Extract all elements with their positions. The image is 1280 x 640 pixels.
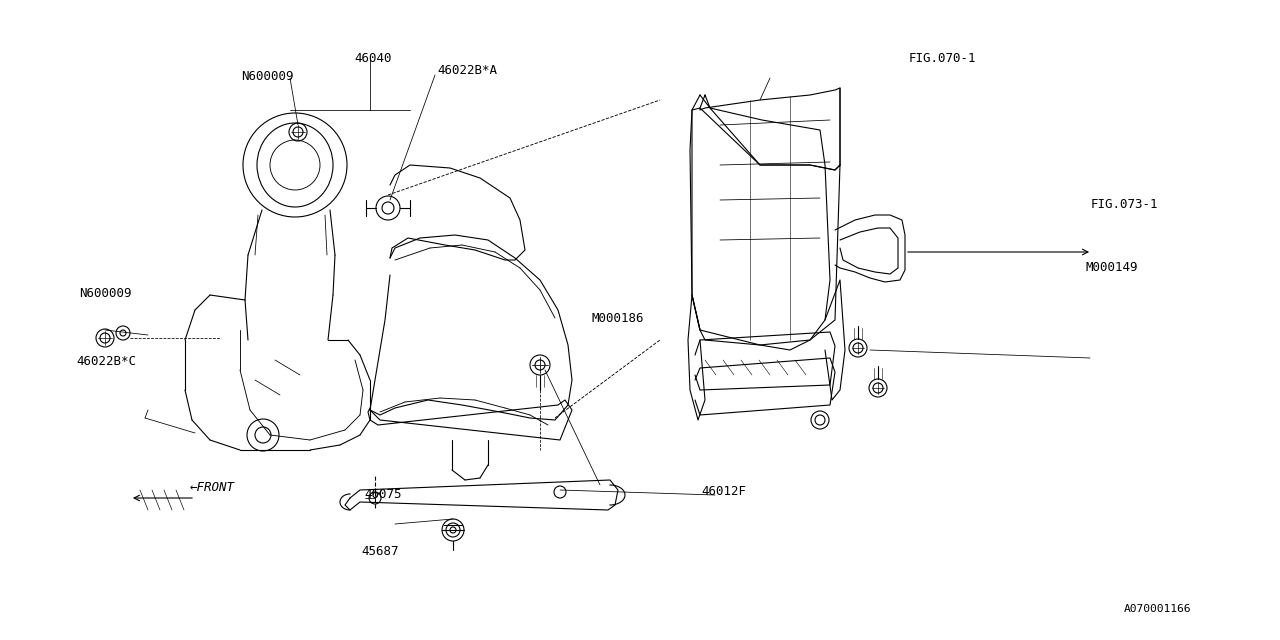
Text: N600009: N600009	[241, 70, 293, 83]
Text: M000186: M000186	[591, 312, 644, 325]
Text: 46022B*A: 46022B*A	[438, 64, 498, 77]
Text: FIG.070-1: FIG.070-1	[909, 52, 977, 65]
Text: 46012F: 46012F	[701, 485, 746, 498]
Text: 46022B*C: 46022B*C	[77, 355, 137, 368]
Text: A070001166: A070001166	[1124, 604, 1192, 614]
Text: ←FRONT: ←FRONT	[189, 481, 234, 494]
Text: FIG.073-1: FIG.073-1	[1091, 198, 1158, 211]
Text: 46075: 46075	[365, 488, 402, 500]
Text: N600009: N600009	[79, 287, 132, 300]
Text: 46040: 46040	[355, 52, 392, 65]
Text: 45687: 45687	[361, 545, 398, 558]
Text: M000149: M000149	[1085, 261, 1138, 274]
